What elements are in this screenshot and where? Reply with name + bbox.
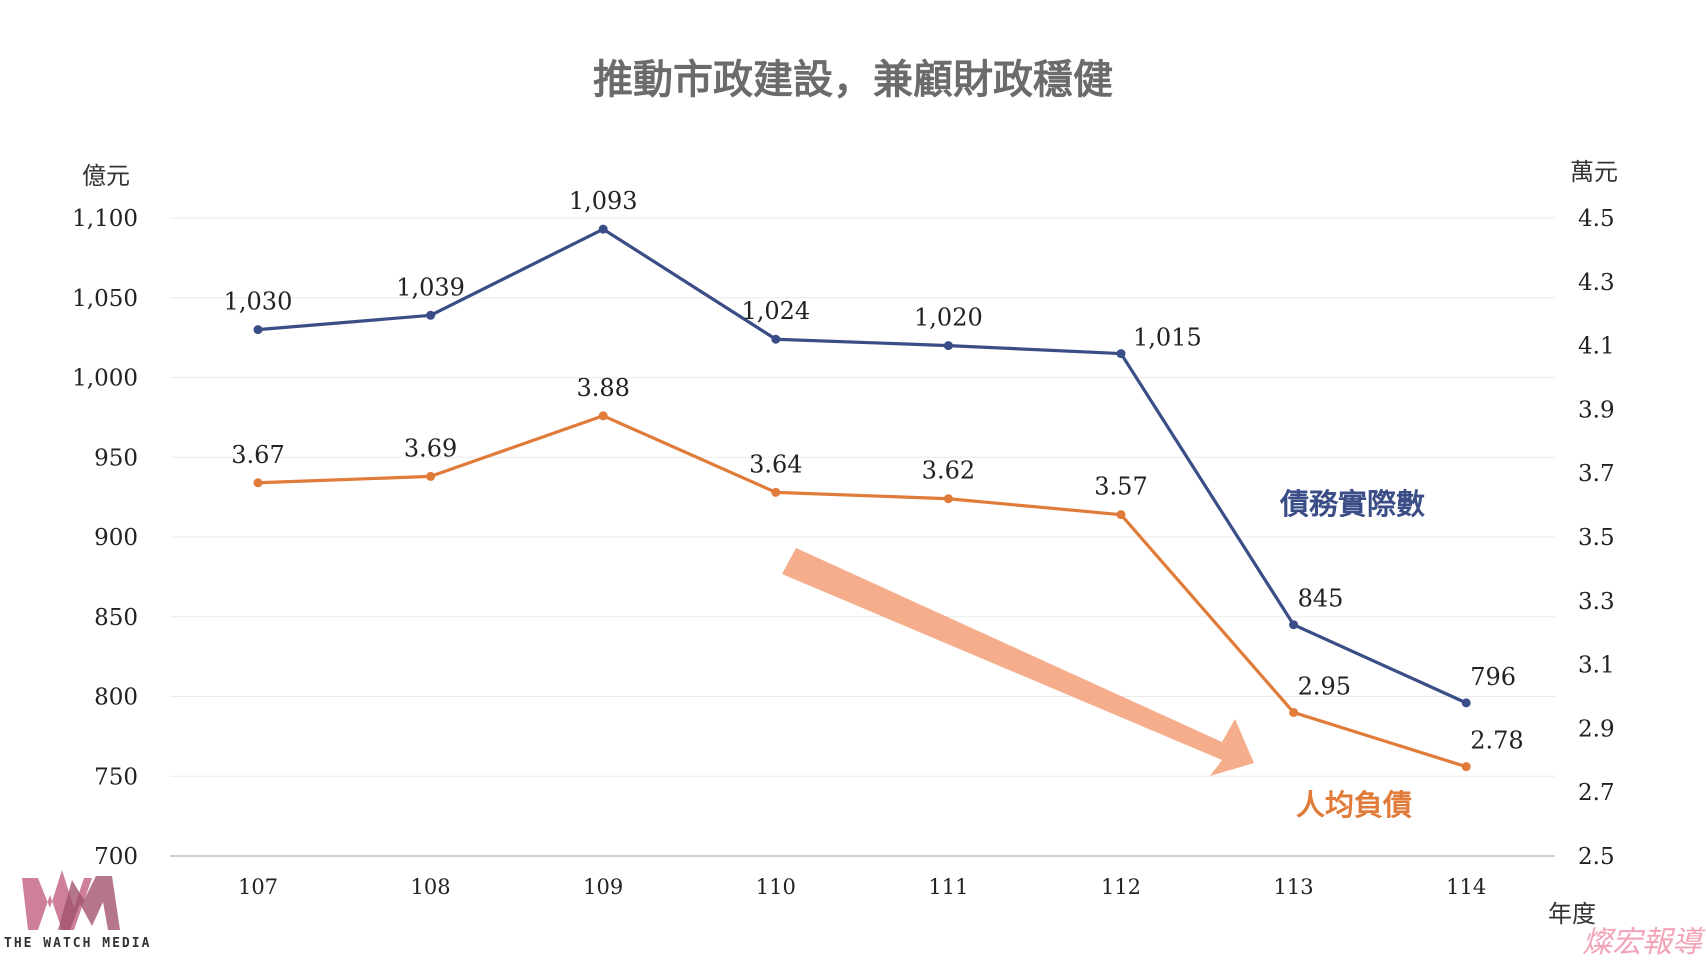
right-axis-tick: 3.9: [1578, 397, 1615, 423]
data-label: 3.69: [404, 434, 457, 462]
left-axis-tick: 750: [94, 764, 138, 790]
left-axis-tick: 700: [94, 844, 138, 870]
data-point: [1461, 762, 1471, 772]
x-axis-tick: 109: [583, 875, 623, 899]
right-axis-tick: 4.3: [1578, 270, 1615, 296]
right-axis-unit: 萬元: [1570, 158, 1618, 186]
x-axis-tick: 112: [1101, 875, 1141, 899]
right-axis-tick: 2.7: [1578, 780, 1615, 806]
logo-text: THE WATCH MEDIA: [4, 936, 151, 951]
series-line-0: [257, 227, 1467, 705]
right-axis-tick: 4.5: [1578, 206, 1615, 232]
data-point: [771, 334, 781, 344]
data-label: 1,093: [569, 187, 638, 215]
gridlines: [170, 217, 1555, 857]
data-point: [943, 341, 953, 351]
data-point: [1116, 510, 1126, 520]
data-point: [1289, 620, 1299, 630]
x-axis-label: 年度: [1548, 900, 1596, 928]
left-axis-tick: 950: [94, 445, 138, 471]
data-point: [943, 494, 953, 504]
data-label: 1,030: [224, 288, 293, 316]
x-axis-tick: 110: [756, 875, 796, 899]
data-point: [426, 471, 436, 481]
data-label: 2.95: [1298, 672, 1351, 700]
right-axis-tick: 2.5: [1578, 844, 1615, 870]
right-axis-tick: 3.3: [1578, 589, 1615, 615]
data-point: [771, 487, 781, 497]
data-label: 1,015: [1133, 324, 1202, 352]
data-label: 796: [1470, 663, 1516, 691]
data-label: 3.57: [1094, 473, 1147, 501]
data-label: 3.64: [749, 450, 802, 478]
trend-arrow: [782, 548, 1254, 776]
left-axis-unit: 億元: [82, 162, 130, 190]
data-label: 1,024: [741, 297, 810, 325]
data-point: [1116, 349, 1126, 359]
x-axis-tick: 114: [1446, 875, 1486, 899]
watermark-stamp: 燦宏報導: [1582, 925, 1706, 960]
left-axis-tick: 900: [94, 525, 138, 551]
data-point: [598, 224, 608, 234]
series-group: 1,030 1,039 1,093 1,024 1,020 1,015 845 796 3.67…: [224, 187, 1524, 772]
data-point: [253, 325, 263, 335]
left-axis-tick: 1,100: [72, 206, 138, 232]
data-label: 845: [1298, 585, 1344, 613]
x-axis-tick: 107: [238, 875, 278, 899]
series-line-1: [257, 414, 1467, 769]
right-axis-tick: 3.7: [1578, 461, 1615, 487]
x-axis-tick: 111: [928, 875, 968, 899]
chart-title: 推動市政建設，兼顧財政穩健: [593, 57, 1113, 103]
right-axis-tick: 4.1: [1578, 334, 1615, 360]
data-point: [426, 310, 436, 320]
data-point: [1289, 707, 1299, 717]
left-axis-tick: 1,000: [72, 366, 138, 392]
data-label: 1,039: [396, 273, 465, 301]
data-point: [1461, 698, 1471, 708]
data-label: 3.62: [922, 457, 975, 485]
series-label-debt: 債務實際數: [1279, 487, 1425, 521]
left-axis-tick: 1,050: [72, 286, 138, 312]
right-axis-tick: 3.5: [1578, 525, 1615, 551]
data-point: [253, 478, 263, 488]
data-label: 3.67: [231, 441, 284, 469]
series-label-per-capita: 人均負債: [1296, 788, 1412, 822]
right-axis-tick: 2.9: [1578, 716, 1615, 742]
x-axis-tick: 108: [411, 875, 451, 899]
right-axis-tick: 3.1: [1578, 653, 1615, 679]
left-axis-tick: 850: [94, 605, 138, 631]
watch-media-logo: THE WATCH MEDIA: [4, 870, 151, 951]
data-label: 2.78: [1470, 727, 1523, 755]
data-point: [598, 411, 608, 421]
x-axis-tick: 113: [1274, 875, 1314, 899]
right-axis-ticks: 2.5 2.7 2.9 3.1 3.3 3.5 3.7 3.9 4.1 4.3 4.5: [1578, 206, 1615, 870]
left-axis-tick: 800: [94, 685, 138, 711]
data-label: 3.88: [576, 374, 629, 402]
x-axis-ticks: 107 108 109 110 111 112 113 114: [238, 875, 1486, 899]
data-label: 1,020: [914, 304, 983, 332]
left-axis-ticks: 700 750 800 850 900 950 1,000 1,050 1,100: [72, 206, 138, 870]
